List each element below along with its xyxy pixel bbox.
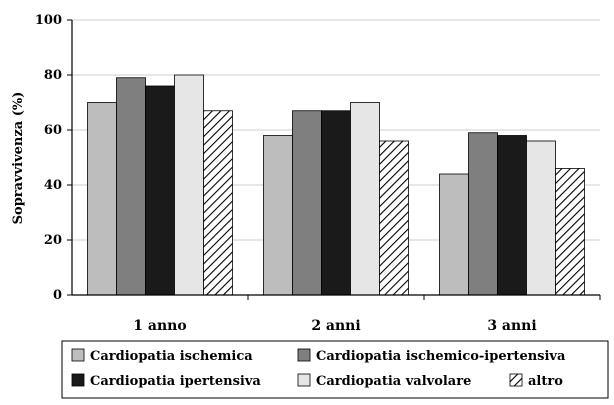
legend-label-5: altro [528,374,563,389]
legend-swatch-1 [71,348,85,362]
y-tick-label: 80 [44,68,62,83]
legend-swatch-5 [509,373,523,387]
legend-label-1: Cardiopatia ischemica [90,349,253,364]
x-category-label: 3 anni [487,318,536,334]
legend-label-2: Cardiopatia ischemico-ipertensiva [316,349,566,364]
y-axis-title: Sopravvivenza (%) [11,92,26,225]
bar-2-2 [292,110,322,296]
legend-swatch-3 [71,373,85,387]
bar-1-3 [439,173,469,296]
y-tick-label: 0 [53,288,62,303]
legend-swatch-2 [297,348,311,362]
bar-4-1 [174,74,204,296]
legend: Cardiopatia ischemica Cardiopatia ischemi… [61,340,609,399]
y-tick-label: 60 [44,123,62,138]
bar-5-3 [555,168,585,296]
bar-5-1 [203,110,233,296]
bar-1-2 [263,135,293,296]
legend-label-4: Cardiopatia valvolare [316,374,471,389]
bar-2-1 [116,77,146,296]
legend-box [61,340,609,399]
axes: 0 20 40 60 80 100 1 anno 2 anni 3 anni [35,13,601,334]
bars [87,74,585,296]
bar-5-2 [379,140,409,296]
y-tick-label: 20 [44,233,62,248]
bar-3-3 [497,135,527,296]
bar-4-2 [350,102,380,296]
y-tick-label: 100 [35,13,62,28]
bar-2-3 [468,132,498,296]
legend-swatch-4 [297,373,311,387]
bar-3-2 [321,110,351,296]
x-category-label: 2 anni [311,318,360,334]
x-category-label: 1 anno [133,318,186,334]
bar-3-1 [145,85,175,296]
legend-label-3: Cardiopatia ipertensiva [90,374,261,389]
bar-4-3 [526,140,556,296]
y-tick-label: 40 [44,178,62,193]
bar-1-1 [87,102,117,296]
